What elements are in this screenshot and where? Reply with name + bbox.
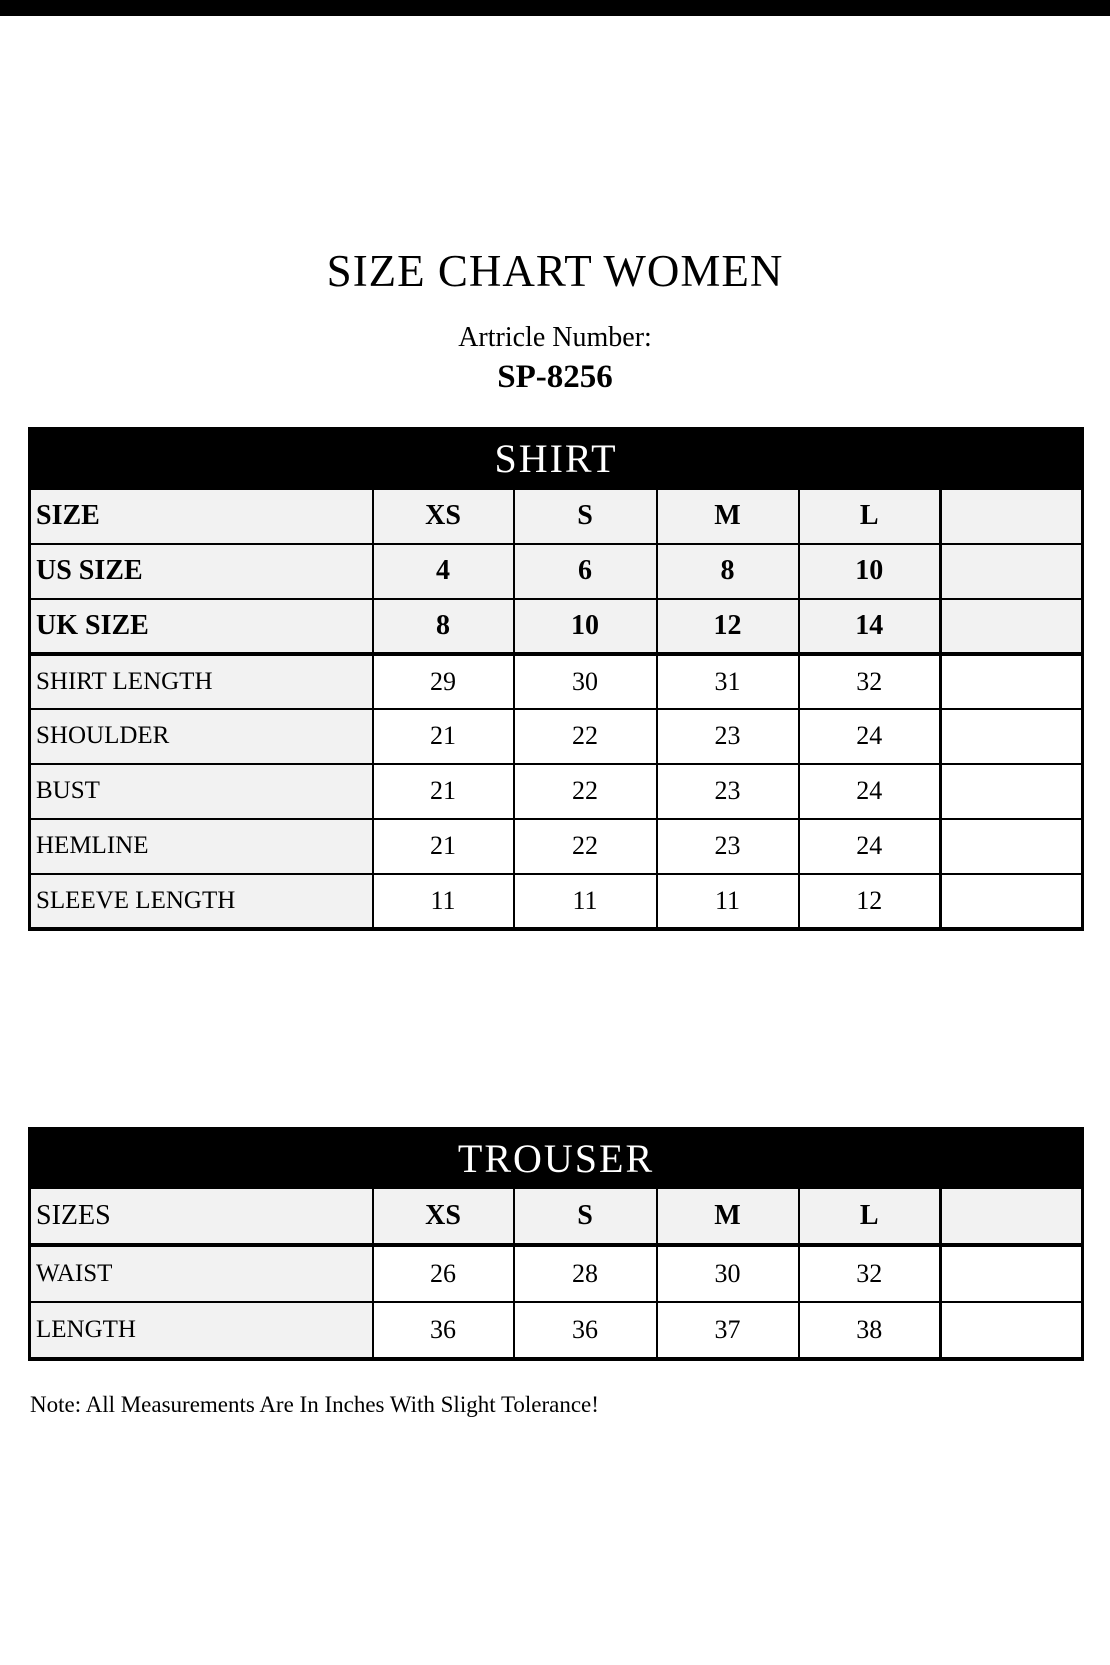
size-value-cell: 6 <box>512 542 658 600</box>
size-value-cell: 11 <box>655 872 800 930</box>
size-value-cell: 23 <box>655 707 800 765</box>
size-value-cell: 28 <box>512 1244 658 1303</box>
row-label-measure: SHIRT LENGTH <box>28 652 374 710</box>
row-label-measure: WAIST <box>28 1244 374 1303</box>
table-row: SIZE XS S M L <box>28 487 1084 545</box>
size-value-cell: 8 <box>371 597 515 656</box>
table-row: SLEEVE LENGTH 11 11 11 12 <box>28 872 1084 930</box>
size-value-cell: 12 <box>655 597 800 656</box>
size-value-cell: 38 <box>797 1301 942 1360</box>
size-value-cell: 23 <box>655 817 800 875</box>
size-value-cell: 11 <box>512 872 658 930</box>
size-value-cell: L <box>797 1187 942 1247</box>
trouser-size-table: TROUSER SIZES XS S M L WAIST 26 28 30 32 LENGTH 36 36… <box>28 1126 1085 1361</box>
empty-cell <box>938 1301 1084 1360</box>
table-row: SHOULDER 21 22 23 24 <box>28 707 1084 765</box>
size-value-cell: S <box>512 1187 658 1247</box>
empty-cell <box>938 1244 1084 1303</box>
table-row: SHIRT LENGTH 29 30 31 32 <box>28 652 1084 710</box>
size-value-cell: 23 <box>655 762 800 820</box>
size-value-cell: 36 <box>512 1301 658 1360</box>
row-label-measure: SHOULDER <box>28 707 374 765</box>
table-row: SIZES XS S M L <box>28 1187 1084 1247</box>
row-label-header: SIZES <box>28 1187 374 1247</box>
trouser-table-title: TROUSER <box>28 1127 1084 1189</box>
table-banner-row: TROUSER <box>28 1127 1084 1189</box>
size-value-cell: 21 <box>371 817 515 875</box>
page-title: SIZE CHART WOMEN <box>326 246 784 296</box>
table-row: LENGTH 36 36 37 38 <box>28 1301 1084 1360</box>
size-value-cell: 22 <box>512 707 658 765</box>
empty-cell <box>938 597 1084 656</box>
size-value-cell: 22 <box>512 817 658 875</box>
table-row: WAIST 26 28 30 32 <box>28 1244 1084 1303</box>
empty-cell <box>938 817 1084 875</box>
size-value-cell: M <box>655 487 800 545</box>
row-label-measure: LENGTH <box>28 1301 374 1360</box>
size-value-cell: 24 <box>797 817 942 875</box>
size-value-cell: 37 <box>655 1301 800 1360</box>
row-label-header: UK SIZE <box>28 597 374 656</box>
size-value-cell: 10 <box>797 542 942 600</box>
size-value-cell: 8 <box>655 542 800 600</box>
row-label-measure: HEMLINE <box>28 817 374 875</box>
row-label-header: US SIZE <box>28 542 374 600</box>
size-value-cell: 30 <box>512 652 658 710</box>
size-value-cell: 10 <box>512 597 658 656</box>
size-value-cell: 32 <box>797 1244 942 1303</box>
size-value-cell: 22 <box>512 762 658 820</box>
empty-cell <box>938 707 1084 765</box>
size-value-cell: 36 <box>371 1301 515 1360</box>
size-value-cell: 4 <box>371 542 515 600</box>
row-label-measure: BUST <box>28 762 374 820</box>
article-number-label: Artricle Number: <box>458 322 652 353</box>
table-row: UK SIZE 8 10 12 14 <box>28 597 1084 656</box>
empty-cell <box>938 487 1084 545</box>
row-label-measure: SLEEVE LENGTH <box>28 872 374 930</box>
size-value-cell: 14 <box>797 597 942 656</box>
table-banner-row: SHIRT <box>28 427 1084 490</box>
size-value-cell: 21 <box>371 707 515 765</box>
size-value-cell: 32 <box>797 652 942 710</box>
size-value-cell: L <box>797 487 942 545</box>
shirt-table-title: SHIRT <box>28 427 1084 490</box>
size-value-cell: XS <box>371 487 515 545</box>
table-row: BUST 21 22 23 24 <box>28 762 1084 820</box>
empty-cell <box>938 542 1084 600</box>
top-border-bar <box>0 0 1110 16</box>
size-value-cell: 29 <box>371 652 515 710</box>
table-row: HEMLINE 21 22 23 24 <box>28 817 1084 875</box>
size-value-cell: XS <box>371 1187 515 1247</box>
size-value-cell: 11 <box>371 872 515 930</box>
size-value-cell: 24 <box>797 762 942 820</box>
shirt-size-table: SHIRT SIZE XS S M L US SIZE 4 6 8 10 UK SIZE 8 10 12 14… <box>28 427 1085 931</box>
size-value-cell: 21 <box>371 762 515 820</box>
empty-cell <box>938 762 1084 820</box>
table-row: US SIZE 4 6 8 10 <box>28 542 1084 600</box>
size-value-cell: 24 <box>797 707 942 765</box>
size-value-cell: M <box>655 1187 800 1247</box>
size-value-cell: S <box>512 487 658 545</box>
size-value-cell: 31 <box>655 652 800 710</box>
empty-cell <box>938 872 1084 930</box>
row-label-header: SIZE <box>28 487 374 545</box>
article-number-value: SP-8256 <box>497 359 613 395</box>
size-value-cell: 12 <box>797 872 942 930</box>
measurements-note: Note: All Measurements Are In Inches Wit… <box>30 1392 599 1417</box>
size-value-cell: 26 <box>371 1244 515 1303</box>
empty-cell <box>938 652 1084 710</box>
size-value-cell: 30 <box>655 1244 800 1303</box>
empty-cell <box>938 1187 1084 1247</box>
